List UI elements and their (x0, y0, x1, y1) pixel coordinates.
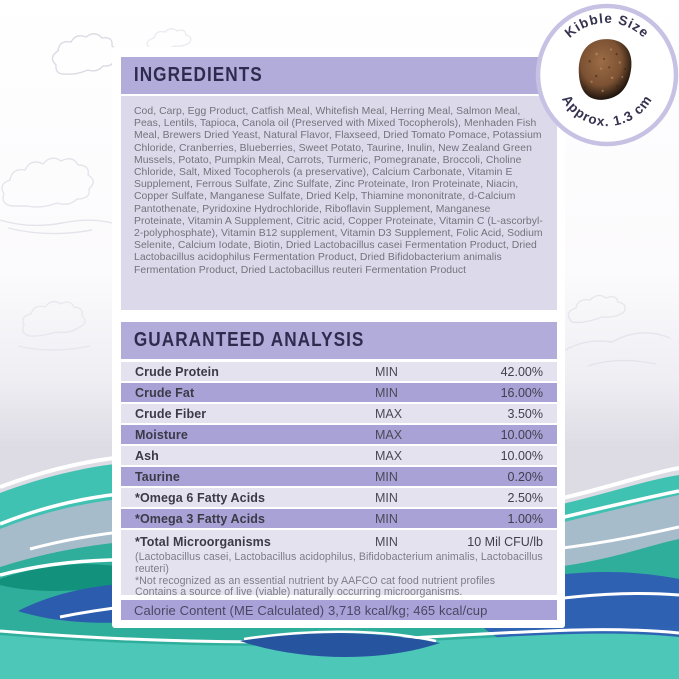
guaranteed-analysis-title: GUARANTEED ANALYSIS (133, 329, 365, 351)
ingredients-title: INGREDIENTS (133, 64, 263, 86)
table-row: *Omega 6 Fatty Acids MIN 2.50% (121, 488, 557, 507)
cloud-icon (561, 294, 671, 367)
nutrient-name: Ash (135, 448, 159, 463)
table-row: *Omega 3 Fatty Acids MIN 1.00% (121, 509, 557, 528)
nutrient-basis: MIN (375, 490, 398, 505)
ingredients-header: INGREDIENTS (121, 57, 557, 94)
guaranteed-analysis-header: GUARANTEED ANALYSIS (121, 322, 557, 359)
cloud-icon (51, 33, 118, 75)
aafco-footnote: *Not recognized as an essential nutrient… (135, 574, 496, 587)
nutrient-name: *Omega 3 Fatty Acids (135, 511, 266, 526)
nutrient-basis: MAX (375, 448, 403, 463)
nutrient-value: 2.50% (507, 490, 543, 505)
nutrient-basis: MIN (375, 534, 398, 549)
nutrient-basis: MIN (375, 364, 398, 379)
microorganisms-notes: (Lactobacillus casei, Lactobacillus acid… (121, 551, 557, 599)
nutrient-basis: MIN (375, 511, 398, 526)
table-row: Crude Fiber MAX 3.50% (121, 404, 557, 423)
live-microorganisms-footnote: Contains a source of live (viable) natur… (135, 586, 463, 599)
nutrient-value: 42.00% (500, 364, 543, 379)
cloud-icon (17, 300, 91, 351)
label-card: INGREDIENTS Cod, Carp, Egg Product, Catf… (112, 47, 565, 628)
table-row: Taurine MIN 0.20% (121, 467, 557, 486)
kibble-photo-icon (578, 39, 632, 100)
nutrient-name: Crude Fiber (135, 406, 207, 421)
nutrient-value: 10.00% (500, 448, 543, 463)
nutrient-value: 3.50% (507, 406, 543, 421)
microorganism-species: (Lactobacillus casei, Lactobacillus acid… (135, 551, 543, 575)
table-row: *Total Microorganisms MIN 10 Mil CFU/lb (121, 532, 557, 551)
calorie-content-text: Calorie Content (ME Calculated) 3,718 kc… (134, 602, 488, 618)
table-row: Moisture MAX 10.00% (121, 425, 557, 444)
nutrient-value: 0.20% (507, 469, 543, 484)
nutrient-value: 16.00% (500, 385, 543, 400)
nutrient-basis: MAX (375, 406, 403, 421)
nutrient-name: Crude Protein (135, 364, 219, 379)
nutrient-name: Crude Fat (135, 385, 195, 400)
table-row: Crude Fat MIN 16.00% (121, 383, 557, 402)
nutrient-basis: MIN (375, 469, 398, 484)
kibble-size-badge: Kibble Size Approx. 1.3 cm (535, 3, 679, 147)
nutrient-name: Moisture (135, 427, 188, 442)
guaranteed-analysis-table: Crude Protein MIN 42.00% Crude Fat MIN 1… (121, 362, 557, 530)
nutrient-basis: MIN (375, 385, 398, 400)
nutrient-value: 10 Mil CFU/lb (467, 534, 543, 549)
table-row: Ash MAX 10.00% (121, 446, 557, 465)
nutrient-name: *Omega 6 Fatty Acids (135, 490, 266, 505)
nutrient-name: Taurine (135, 469, 180, 484)
cloud-icon (0, 157, 117, 235)
nutrient-value: 1.00% (507, 511, 543, 526)
calorie-content-bar: Calorie Content (ME Calculated) 3,718 kc… (121, 600, 557, 620)
ingredients-list: Cod, Carp, Egg Product, Catfish Meal, Wh… (121, 96, 557, 310)
table-row: Crude Protein MIN 42.00% (121, 362, 557, 381)
nutrient-value: 10.00% (500, 427, 543, 442)
nutrient-basis: MAX (375, 427, 403, 442)
microorganisms-section: *Total Microorganisms MIN 10 Mil CFU/lb … (121, 530, 557, 598)
nutrient-name: *Total Microorganisms (135, 534, 271, 549)
